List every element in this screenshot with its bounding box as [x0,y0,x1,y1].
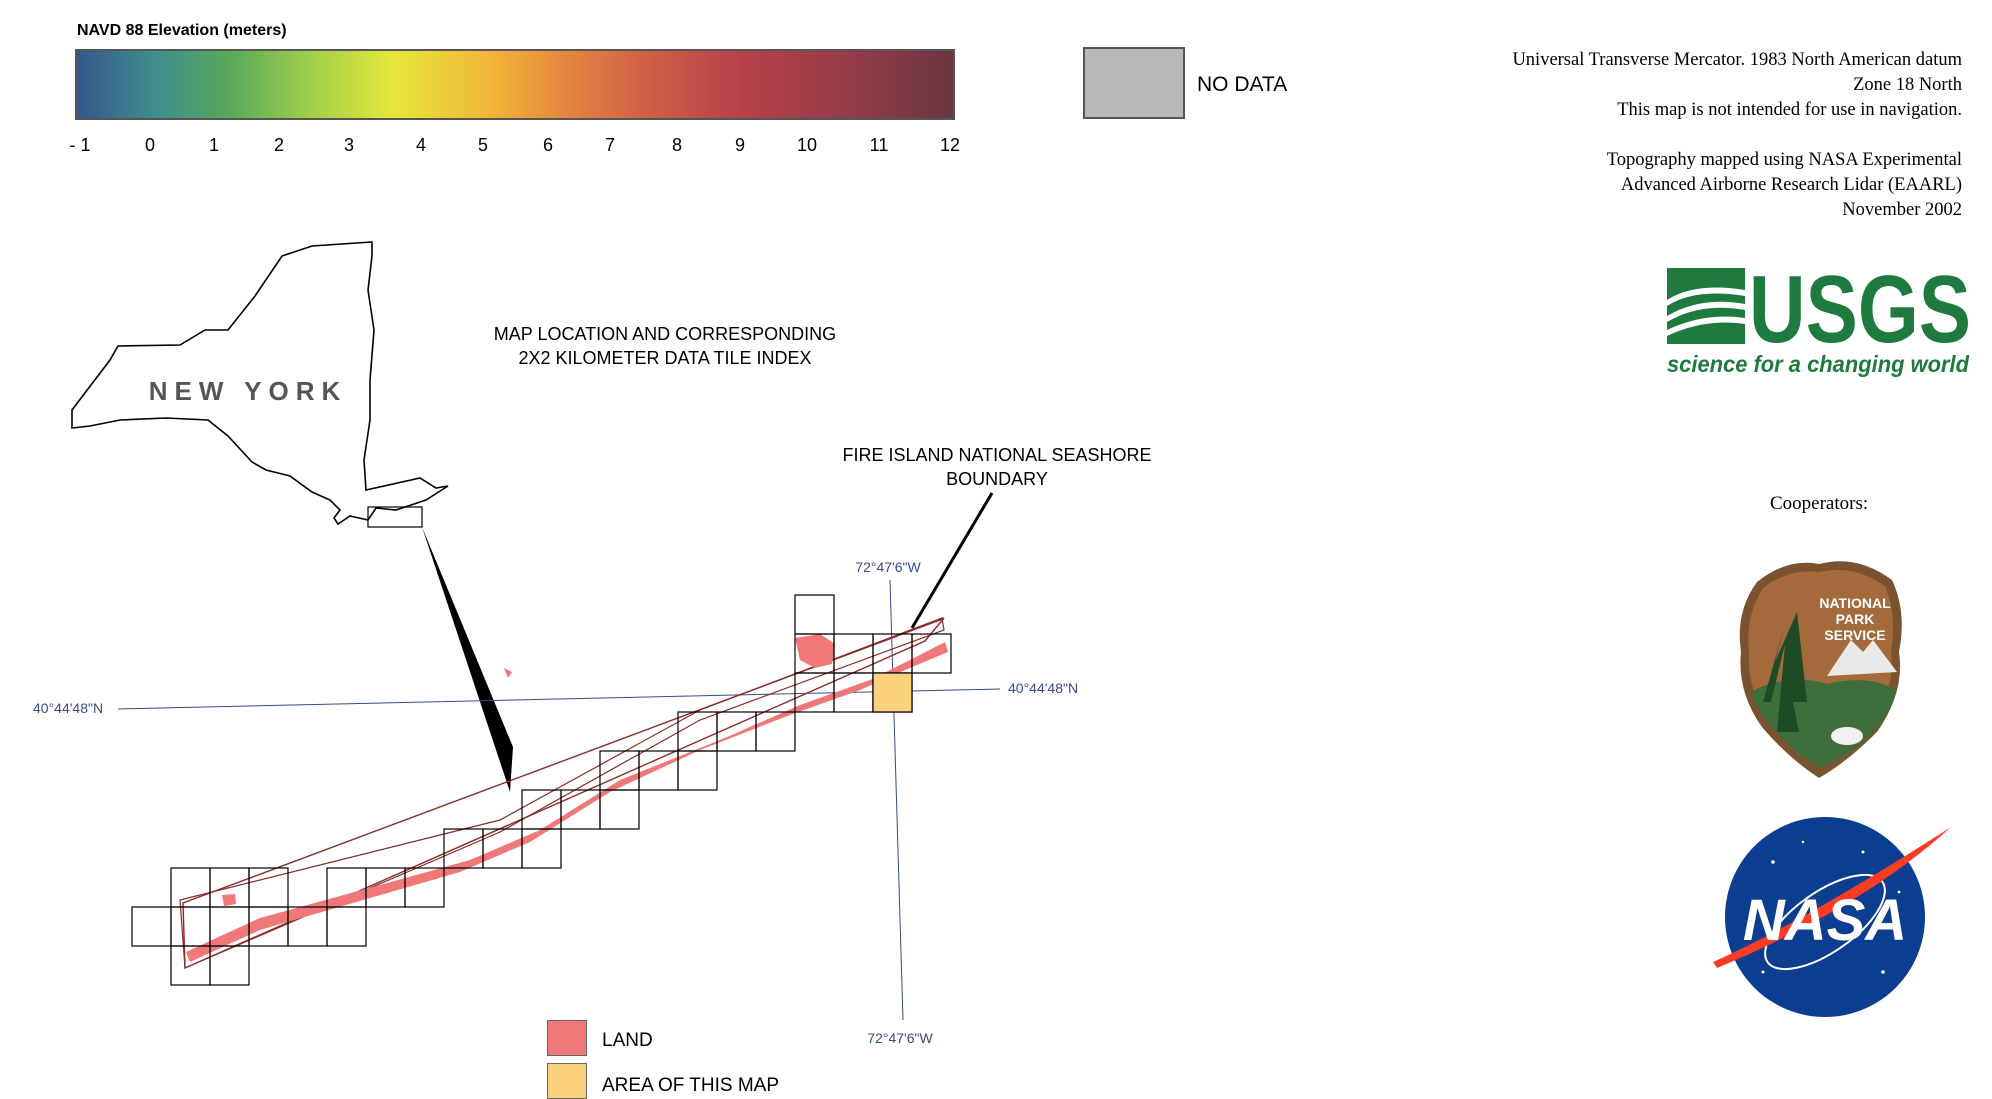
elevation-tick-label: 9 [734,135,746,155]
data-tile [131,906,172,947]
topography-line: Topography mapped using NASA Experimenta… [1606,150,1962,170]
elevation-color-ramp [75,49,955,120]
land-patch [795,634,835,668]
nps-arrowhead-logo: NATIONAL PARK SERVICE [1739,561,1902,778]
data-tile [599,789,640,830]
index-map-title: MAP LOCATION AND CORRESPONDING 2X2 KILOM… [465,322,865,370]
nps-line-2: PARK [1836,611,1875,627]
data-tile [326,906,367,947]
legend-title: NAVD 88 Elevation (meters) [77,22,287,39]
new-york-outline [71,241,449,526]
boundary-label-line: BOUNDARY [946,469,1048,489]
usgs-tagline: science for a changing world [1667,351,1970,377]
elevation-tick-label: 3 [343,135,355,155]
index-map-title-line: MAP LOCATION AND CORRESPONDING [493,324,837,344]
longitude-label-top: 72°47'6"W [855,559,921,575]
nps-line-1: NATIONAL [1819,595,1891,611]
latitude-label-left: 40°44'48"N [33,700,103,716]
longitude-label-bottom: 72°47'6"W [867,1030,933,1046]
latitude-label-right: 40°44'48"N [1008,680,1078,696]
topography-line: Advanced Airborne Research Lidar (EAARL) [1620,175,1962,195]
latitude-line [117,688,1001,710]
elevation-tick-label: 10 [796,135,818,155]
area-swatch [547,1063,587,1099]
elevation-tick-label: 2 [273,135,285,155]
area-label: AREA OF THIS MAP [602,1075,780,1096]
cooperators-label: Cooperators: [1770,493,1869,514]
data-tile-grid [131,594,952,986]
no-data-swatch [1083,47,1185,119]
data-tile [209,945,250,986]
elevation-tick-label: 5 [477,135,489,155]
projection-note: Universal Transverse Mercator. 1983 Nort… [1512,48,1962,123]
land-swatch [547,1020,587,1056]
elevation-tick-label: 4 [415,135,427,155]
data-tile [521,828,562,869]
data-tile [677,750,718,791]
nps-line-3: SERVICE [1824,627,1885,643]
location-pointer [422,527,513,792]
usgs-logo: USGS science for a changing world [1667,260,1971,377]
location-box [367,506,423,528]
nasa-wordmark: NASA [1743,888,1907,953]
area-of-this-map-tile [872,672,913,713]
index-map-title-line: 2X2 KILOMETER DATA TILE INDEX [518,348,812,368]
elevation-tick-label: 1 [208,135,220,155]
data-tile [170,906,211,947]
elevation-tick-label: 7 [604,135,616,155]
topography-line: November 2002 [1842,200,1962,220]
land-label: LAND [602,1030,653,1051]
elevation-tick-label: 8 [671,135,683,155]
nasa-meatball-logo: NASA [1713,817,1951,1017]
elevation-tick-label: 11 [869,135,889,155]
projection-line: Universal Transverse Mercator. 1983 Nort… [1512,50,1962,70]
boundary-label-line: FIRE ISLAND NATIONAL SEASHORE [842,445,1152,465]
data-tile [755,711,796,752]
boundary-leader-line [910,492,994,629]
elevation-tick-label: 0 [144,135,156,155]
topography-note: Topography mapped using NASA Experimenta… [1607,148,1962,223]
elevation-tick-label: 12 [939,135,961,155]
new-york-label: NEW YORK [149,376,348,406]
data-tile [911,633,952,674]
longitude-line [889,579,904,1021]
projection-line: This map is not intended for use in navi… [1617,100,1962,120]
projection-line: Zone 18 North [1853,75,1962,95]
data-tile [794,594,835,635]
usgs-wordmark: USGS [1749,260,1971,363]
no-data-label: NO DATA [1197,73,1288,96]
data-tile [443,828,484,869]
elevation-tick-label: 6 [542,135,554,155]
boundary-label: FIRE ISLAND NATIONAL SEASHORE BOUNDARY [812,443,1182,491]
data-tile [170,867,211,908]
elevation-tick-label: - 1 [69,135,91,155]
